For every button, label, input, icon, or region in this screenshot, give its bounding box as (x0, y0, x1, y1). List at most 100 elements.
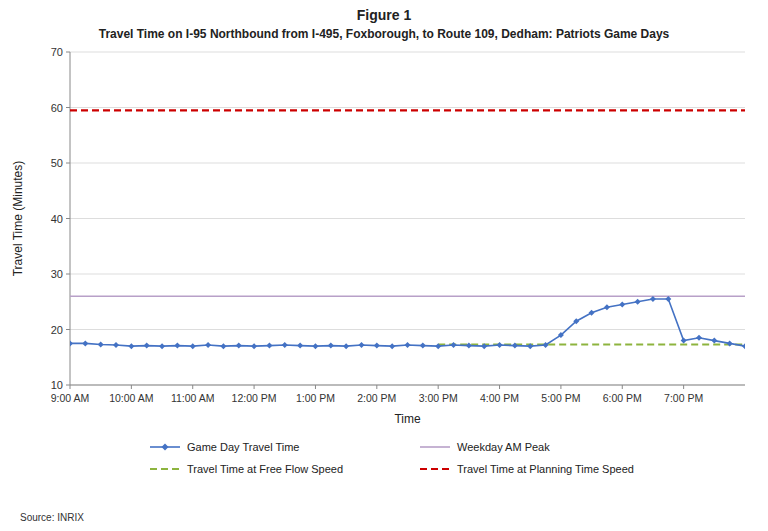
point (543, 342, 549, 348)
y-tick-label: 20 (51, 324, 63, 336)
y-tick (66, 52, 70, 53)
grid-line (70, 107, 745, 108)
point (573, 318, 579, 324)
point (481, 343, 487, 349)
subtitle: Travel Time on I-95 Northbound from I-49… (99, 27, 670, 41)
series-line (70, 295, 745, 297)
y-tick (66, 218, 70, 219)
y-tick-label: 50 (51, 157, 63, 169)
point (619, 302, 625, 308)
point (374, 343, 380, 349)
x-tick-label: 11:00 AM (171, 392, 215, 404)
point (604, 304, 610, 310)
x-tick (131, 385, 132, 389)
point (727, 340, 733, 346)
y-axis (70, 52, 71, 385)
x-tick (254, 385, 255, 389)
point (128, 343, 134, 349)
y-tick-label: 10 (51, 379, 63, 391)
point (82, 340, 88, 346)
point (589, 310, 595, 316)
x-tick-label: 5:00 PM (541, 392, 580, 404)
y-tick-label: 40 (51, 213, 63, 225)
point (527, 343, 533, 349)
x-tick (192, 385, 193, 389)
grid-line (70, 329, 745, 330)
x-axis-label: Time (394, 412, 421, 426)
point (98, 341, 104, 347)
x-tick-label: 9:00 AM (51, 392, 90, 404)
point (512, 343, 518, 349)
point (312, 343, 318, 349)
grid (70, 52, 745, 385)
title: Figure 1 (357, 7, 412, 23)
chart: Figure 1 Travel Time on I-95 Northbound f… (0, 0, 768, 531)
point (159, 343, 165, 349)
x-tick (438, 385, 439, 389)
legend-marker (162, 444, 169, 451)
legend-item: Travel Time at Planning Time Speed (420, 463, 634, 475)
source-note: Source: INRIX (20, 512, 84, 523)
grid-line (70, 218, 745, 219)
point (451, 342, 457, 348)
grid-line (70, 52, 745, 53)
point (266, 343, 272, 349)
point (358, 342, 364, 348)
point (711, 338, 717, 344)
point (420, 343, 426, 349)
y-tick-label: 60 (51, 102, 63, 114)
x-tick-label: 7:00 PM (664, 392, 703, 404)
x-tick (622, 385, 623, 389)
point (297, 343, 303, 349)
x-tick-label: 12:00 PM (232, 392, 277, 404)
point (696, 335, 702, 341)
point (742, 343, 745, 349)
point (405, 342, 411, 348)
legend-swatch (420, 446, 450, 448)
grid-line (70, 274, 745, 275)
legend-swatch (150, 468, 180, 470)
legend-label: Travel Time at Planning Time Speed (457, 463, 634, 475)
point (236, 343, 242, 349)
point (497, 342, 503, 348)
point (190, 343, 196, 349)
point (282, 342, 288, 348)
legend-label: Weekday AM Peak (457, 441, 550, 453)
point (144, 343, 150, 349)
point (205, 342, 211, 348)
legend-label: Game Day Travel Time (187, 441, 299, 453)
x-tick-label: 10:00 AM (109, 392, 153, 404)
grid-line (70, 385, 745, 386)
y-tick (66, 385, 70, 386)
plot-area (70, 110, 745, 349)
series-line (70, 299, 745, 346)
y-tick-label: 70 (51, 46, 63, 58)
point (343, 343, 349, 349)
legend-label: Travel Time at Free Flow Speed (187, 463, 343, 475)
x-tick (560, 385, 561, 389)
point (251, 343, 257, 349)
point (174, 343, 180, 349)
legend-item: Game Day Travel Time (150, 441, 299, 453)
x-tick-label: 6:00 PM (603, 392, 642, 404)
x-tick (499, 385, 500, 389)
x-tick-label: 4:00 PM (480, 392, 519, 404)
point (220, 343, 226, 349)
point (435, 343, 441, 349)
x-tick (683, 385, 684, 389)
point (558, 332, 564, 338)
y-tick (66, 163, 70, 164)
x-tick-label: 2:00 PM (357, 392, 396, 404)
y-tick (66, 274, 70, 275)
x-tick-label: 1:00 PM (296, 392, 335, 404)
point (650, 296, 656, 302)
point (70, 340, 73, 346)
series-line (70, 109, 745, 111)
x-tick-label: 3:00 PM (419, 392, 458, 404)
point (635, 299, 641, 305)
x-axis (70, 385, 745, 386)
legend-swatch (420, 468, 450, 470)
legend: Game Day Travel Time Weekday AM Peak Trave… (150, 441, 634, 475)
x-tick (376, 385, 377, 389)
y-tick (66, 107, 70, 108)
